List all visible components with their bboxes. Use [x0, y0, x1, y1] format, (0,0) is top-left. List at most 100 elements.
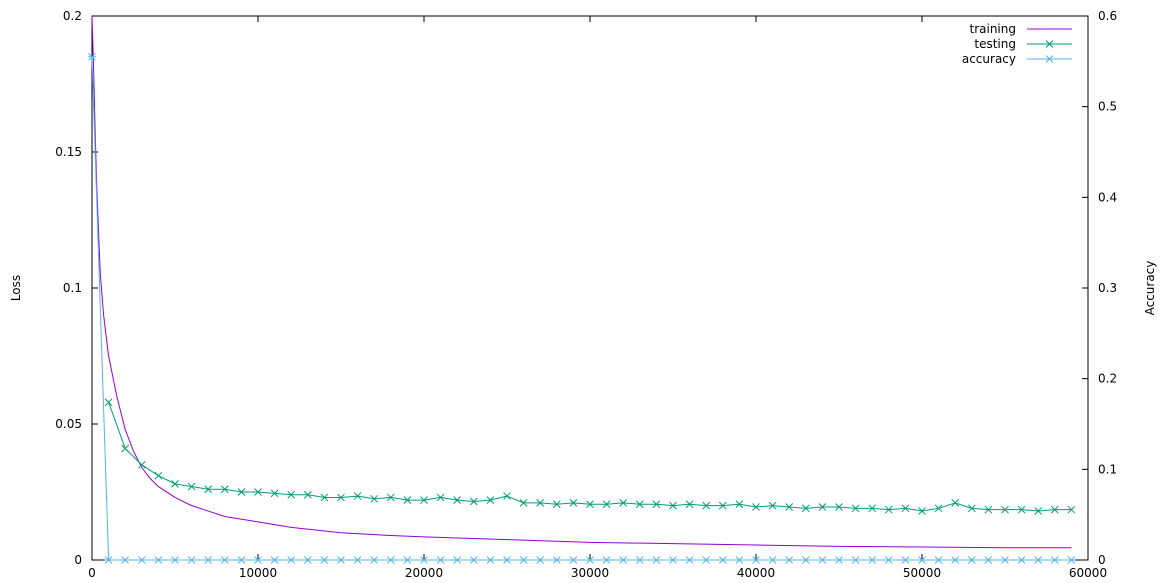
data-point-testing [685, 500, 694, 509]
data-point-testing [320, 493, 329, 502]
data-point-testing [270, 489, 279, 498]
data-point-accuracy [801, 556, 810, 564]
data-point-accuracy [1001, 556, 1009, 564]
data-point-accuracy [685, 556, 694, 564]
data-point-testing [569, 499, 578, 507]
data-point-testing [951, 499, 960, 507]
data-point-testing [635, 500, 644, 509]
data-point-accuracy [436, 556, 445, 564]
data-point-accuracy [785, 556, 794, 564]
data-point-accuracy [403, 556, 412, 564]
data-point-accuracy [104, 556, 113, 564]
data-point-accuracy [519, 556, 528, 564]
series-line-testing [108, 402, 1072, 512]
data-point-accuracy [204, 556, 213, 564]
data-point-testing [718, 501, 727, 510]
y-tick-label: 0.1 [63, 281, 82, 295]
data-point-accuracy [121, 556, 130, 564]
legend-marker-testing [1045, 40, 1054, 48]
data-point-accuracy [868, 556, 877, 564]
y2-tick-label: 0.3 [1098, 281, 1117, 295]
data-point-testing [851, 504, 860, 513]
data-point-testing [469, 497, 478, 506]
data-point-accuracy [486, 556, 495, 564]
data-point-accuracy [287, 556, 296, 564]
data-point-testing [137, 460, 146, 469]
series-testing [104, 398, 1076, 515]
data-point-accuracy [420, 556, 428, 564]
legend-item-testing: testing [974, 37, 1072, 51]
data-point-testing [503, 492, 511, 500]
x-tick-label: 50000 [903, 566, 941, 580]
data-point-testing [154, 471, 163, 480]
data-point-accuracy [1017, 556, 1026, 564]
data-point-accuracy [602, 556, 611, 564]
data-point-accuracy [835, 556, 843, 564]
data-point-testing [735, 500, 744, 509]
data-point-testing [818, 503, 827, 511]
data-point-accuracy [320, 556, 329, 564]
data-point-testing [901, 504, 910, 513]
y-tick-label: 0.2 [63, 9, 82, 23]
data-point-accuracy [254, 556, 262, 564]
data-point-testing [602, 500, 611, 509]
y2-tick-label: 0.1 [1098, 462, 1117, 476]
data-point-accuracy [154, 556, 163, 564]
data-point-accuracy [967, 556, 976, 564]
data-point-testing [403, 496, 412, 505]
data-point-accuracy [752, 556, 760, 564]
series-training [91, 15, 1072, 549]
data-point-testing [868, 504, 877, 513]
legend-item-training: training [970, 22, 1072, 36]
data-point-accuracy [88, 52, 96, 61]
data-point-testing [353, 492, 362, 500]
legend-label: training [970, 22, 1017, 36]
y-tick-label: 0.05 [55, 417, 82, 431]
data-point-testing [370, 494, 379, 503]
data-point-accuracy [619, 556, 628, 564]
y2-axis-ticks: 0 0.1 0.2 0.3 0.4 0.5 0.6 [1082, 9, 1117, 567]
data-point-testing [171, 479, 179, 488]
data-point-accuracy [536, 556, 545, 564]
legend-label: testing [974, 37, 1016, 51]
data-point-accuracy [270, 556, 279, 564]
data-point-testing [1017, 505, 1026, 514]
data-point-testing [768, 501, 777, 510]
data-point-testing [702, 501, 711, 510]
data-point-accuracy [453, 556, 462, 564]
data-point-testing [1067, 505, 1076, 514]
data-point-accuracy [220, 556, 229, 564]
data-point-testing [220, 485, 229, 494]
data-point-accuracy [187, 556, 196, 564]
data-point-accuracy [469, 556, 478, 564]
data-point-accuracy [386, 556, 395, 564]
data-point-testing [420, 496, 428, 505]
y2-tick-label: 0.6 [1098, 9, 1117, 23]
data-point-testing [652, 500, 661, 509]
data-point-accuracy [237, 556, 246, 564]
data-point-testing [519, 499, 528, 507]
legend-marker-accuracy [1045, 55, 1054, 63]
data-point-testing [669, 501, 677, 510]
legend-item-accuracy: accuracy [962, 52, 1072, 66]
data-point-accuracy [1067, 556, 1076, 564]
data-point-testing [104, 398, 113, 407]
data-point-testing [884, 505, 893, 514]
data-point-accuracy [1034, 556, 1043, 564]
data-point-accuracy [768, 556, 777, 564]
data-point-testing [436, 493, 445, 502]
data-point-accuracy [503, 556, 511, 564]
data-point-accuracy [171, 556, 179, 564]
data-point-testing [552, 500, 561, 509]
y2-axis-title: Accuracy [1143, 261, 1157, 316]
data-point-testing [287, 490, 296, 499]
y-axis-title: Loss [9, 275, 23, 301]
data-point-testing [1050, 505, 1059, 514]
data-point-accuracy [901, 556, 910, 564]
data-point-testing [785, 503, 794, 511]
x-axis-ticks: 0 10000 20000 30000 40000 50000 60000 [88, 16, 1107, 580]
y-tick-label: 0 [74, 553, 82, 567]
series-layer [88, 15, 1076, 564]
data-point-testing [121, 444, 130, 453]
